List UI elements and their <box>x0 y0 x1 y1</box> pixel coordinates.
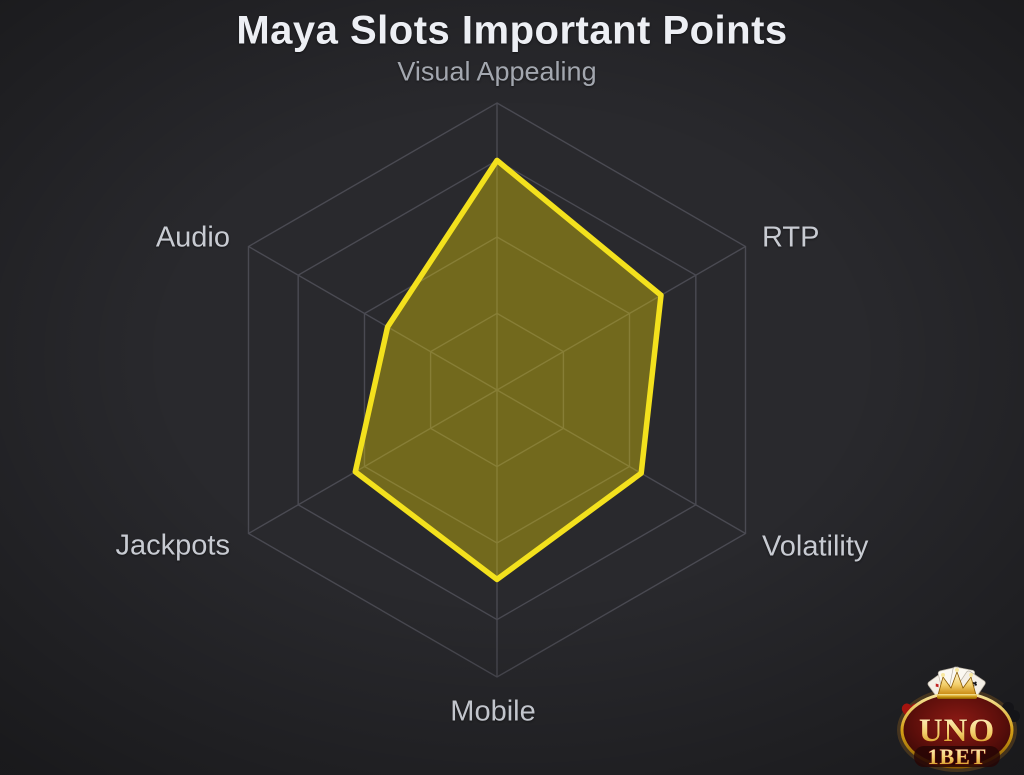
axis-label-visual-appealing: Visual Appealing <box>397 56 597 87</box>
chart-title: Maya Slots Important Points <box>236 8 788 53</box>
axis-label-audio: Audio <box>155 221 230 254</box>
club-suit-icon: ♣ <box>970 679 980 690</box>
axis-label-volatility: Volatility <box>762 530 869 563</box>
logo-text-1bet: 1BET <box>927 744 986 769</box>
axis-label-mobile: Mobile <box>450 695 536 728</box>
radar-spoke <box>248 389 498 535</box>
diamond-suit-icon: ♦ <box>933 680 942 690</box>
radar-grid-ring <box>247 102 747 678</box>
axis-label-jackpots: Jackpots <box>115 529 230 562</box>
logo-text-uno: UNO <box>919 713 995 749</box>
radar-grid-ring <box>429 312 565 468</box>
brand-logo: ♦ ♠ ♥ ♣ UNO 1BET <box>897 666 1020 772</box>
logo-band <box>914 746 1000 767</box>
crown-icon <box>937 668 977 699</box>
radar-spoke <box>496 389 746 535</box>
radar-spoke <box>248 245 498 391</box>
radar-data-polygon <box>352 157 664 583</box>
radar-grid-ring <box>297 159 697 621</box>
radar-grid-ring <box>363 236 631 544</box>
radar-spoke <box>496 245 746 391</box>
axis-label-rtp: RTP <box>762 221 820 254</box>
